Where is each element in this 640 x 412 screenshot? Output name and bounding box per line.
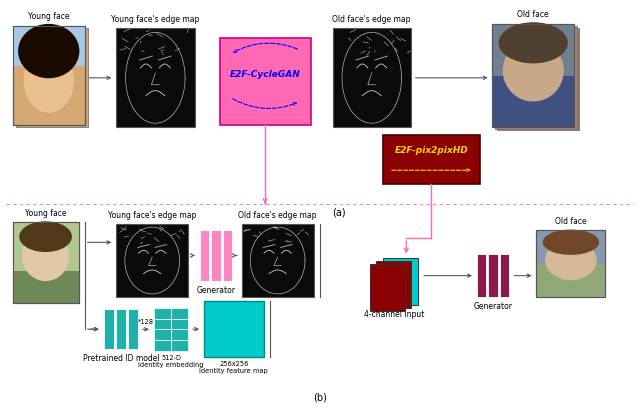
Bar: [13, 222, 79, 303]
Ellipse shape: [543, 229, 599, 255]
Bar: [200, 230, 209, 281]
Bar: [154, 329, 171, 340]
Bar: [13, 222, 79, 271]
Bar: [477, 255, 486, 297]
Text: Old face's edge map: Old face's edge map: [333, 14, 411, 23]
Ellipse shape: [502, 40, 564, 101]
Text: *128: *128: [138, 319, 154, 325]
Bar: [154, 308, 171, 319]
Bar: [497, 28, 579, 131]
Bar: [536, 230, 605, 264]
Text: Old face: Old face: [555, 217, 587, 226]
Bar: [383, 258, 418, 305]
Bar: [154, 340, 171, 351]
Text: (a): (a): [332, 207, 346, 217]
Bar: [171, 319, 188, 329]
Bar: [223, 230, 232, 281]
Text: Young face: Young face: [28, 12, 70, 21]
Bar: [495, 26, 577, 129]
Bar: [13, 26, 85, 66]
Ellipse shape: [545, 240, 596, 280]
Ellipse shape: [18, 24, 79, 78]
Bar: [383, 135, 480, 184]
Text: 256x256
identity feature map: 256x256 identity feature map: [200, 361, 268, 375]
Ellipse shape: [19, 221, 72, 252]
Text: Young face: Young face: [25, 209, 67, 218]
Bar: [171, 340, 188, 351]
Bar: [242, 224, 314, 297]
Bar: [204, 301, 264, 357]
Text: E2F-CycleGAN: E2F-CycleGAN: [230, 70, 301, 80]
Bar: [116, 224, 188, 297]
Text: Generator: Generator: [196, 286, 236, 295]
Text: Young face's edge map: Young face's edge map: [108, 211, 196, 220]
Text: 4-channel input: 4-channel input: [364, 310, 425, 319]
Bar: [16, 28, 88, 127]
Bar: [171, 329, 188, 340]
Bar: [171, 308, 188, 319]
Bar: [13, 26, 85, 125]
Bar: [369, 264, 405, 311]
Bar: [116, 309, 126, 349]
Bar: [13, 271, 79, 303]
Text: Young face's edge map: Young face's edge map: [111, 14, 200, 23]
Bar: [536, 230, 605, 297]
Bar: [493, 24, 574, 76]
Bar: [116, 28, 195, 127]
Text: (b): (b): [313, 393, 327, 403]
Bar: [536, 230, 605, 297]
Text: Old face: Old face: [517, 10, 549, 19]
Text: Pretrained ID model: Pretrained ID model: [83, 354, 159, 363]
Text: 512-D
identity embedding: 512-D identity embedding: [138, 355, 204, 368]
Ellipse shape: [22, 231, 69, 281]
Bar: [128, 309, 138, 349]
Bar: [13, 26, 85, 125]
Ellipse shape: [499, 22, 568, 63]
Bar: [493, 24, 574, 127]
Bar: [104, 309, 114, 349]
Bar: [13, 222, 79, 303]
Bar: [536, 264, 605, 297]
Bar: [211, 230, 221, 281]
Text: E2F-pix2pixHD: E2F-pix2pixHD: [394, 146, 468, 155]
Text: Old face's edge map: Old face's edge map: [239, 211, 317, 220]
Bar: [493, 76, 574, 127]
Bar: [376, 261, 412, 308]
Bar: [13, 26, 85, 125]
Bar: [500, 255, 509, 297]
Bar: [154, 319, 171, 329]
Bar: [488, 255, 498, 297]
Bar: [333, 28, 411, 127]
Text: Generator: Generator: [474, 302, 513, 311]
Bar: [220, 38, 310, 125]
Bar: [493, 24, 574, 127]
Ellipse shape: [24, 49, 74, 113]
